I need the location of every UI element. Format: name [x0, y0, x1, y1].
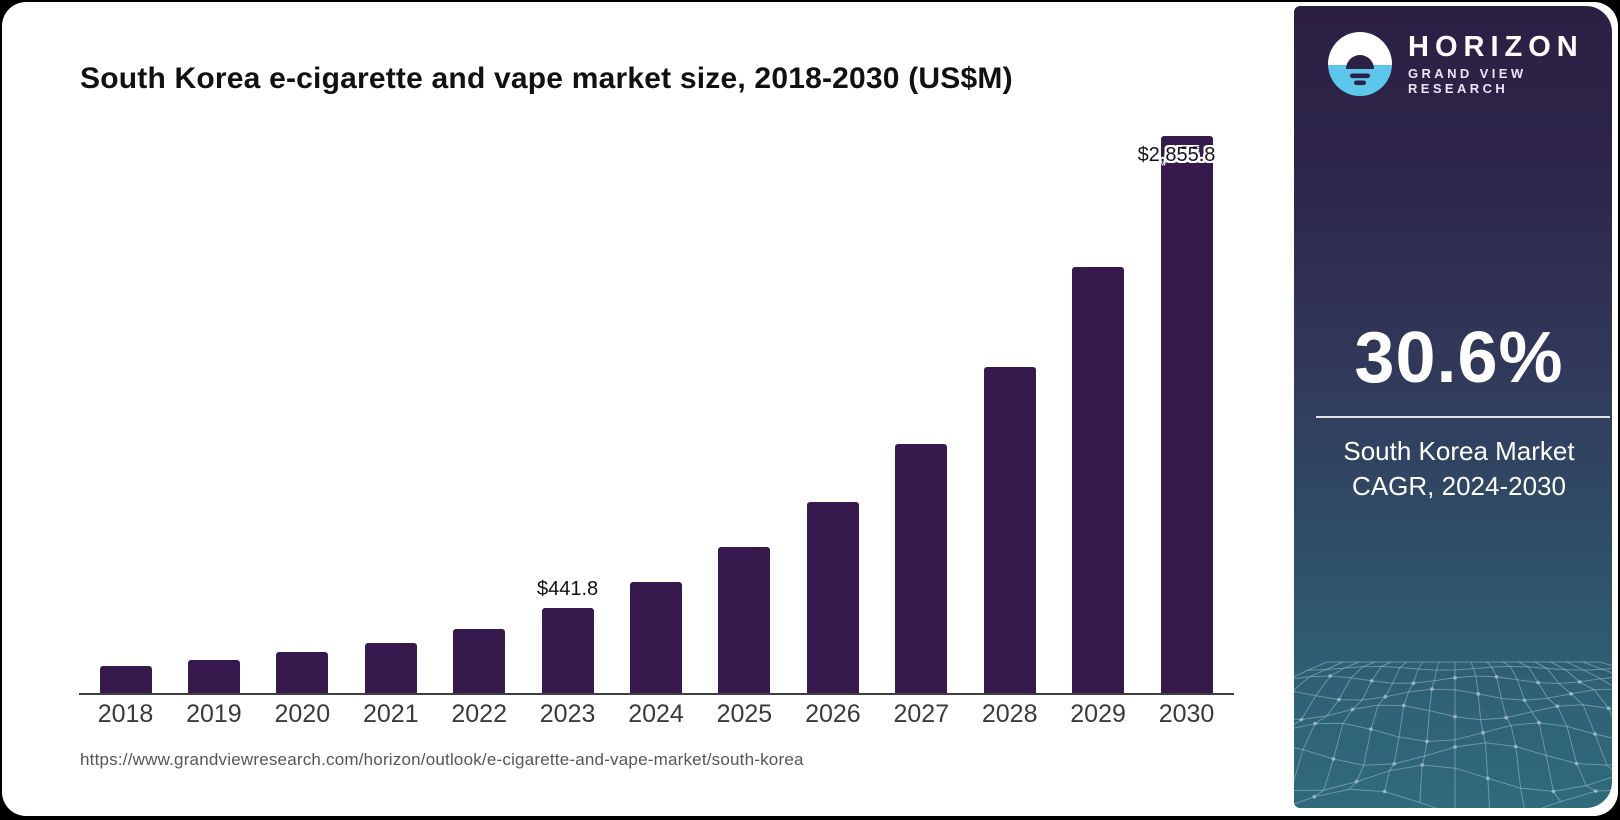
horizon-sun-logo-icon — [1328, 32, 1392, 96]
brand-lockup: HORIZON GRAND VIEW RESEARCH — [1328, 32, 1612, 96]
bar-2018 — [99, 666, 152, 694]
x-tick-2024: 2024 — [628, 700, 684, 728]
bar-2021 — [364, 643, 417, 694]
bar-2023 — [541, 608, 594, 694]
x-tick-2022: 2022 — [451, 700, 507, 728]
bar-2025 — [718, 547, 771, 694]
source-url: https://www.grandviewresearch.com/horizo… — [80, 750, 804, 769]
x-tick-2021: 2021 — [362, 700, 419, 728]
bar-2026 — [806, 502, 859, 694]
bar-chart: 2018 2019 2020 2021 2022 2023 2024 2025 2026 2027… — [2, 2, 1262, 816]
x-tick-2020: 2020 — [274, 700, 331, 728]
brand-text: HORIZON GRAND VIEW RESEARCH — [1408, 32, 1612, 96]
cagr-value: 30.6% — [1354, 318, 1564, 398]
bar-2027 — [895, 444, 948, 694]
brand-panel: HORIZON GRAND VIEW RESEARCH 30.6% South … — [1294, 6, 1612, 808]
cagr-stat: 30.6% South Korea Market CAGR, 2024-2030 — [1294, 318, 1612, 504]
bar-2028 — [983, 367, 1036, 694]
bar-value-label-2023: $441.8 — [537, 578, 599, 600]
x-tick-2019: 2019 — [186, 700, 242, 728]
x-tick-2030: 2030 — [1158, 700, 1215, 728]
bar-2020 — [276, 652, 329, 694]
x-tick-2026: 2026 — [805, 700, 861, 728]
brand-name: HORIZON — [1408, 31, 1584, 63]
x-tick-2025: 2025 — [716, 700, 773, 728]
x-tick-2018: 2018 — [97, 700, 154, 728]
bar-2029 — [1072, 267, 1125, 694]
bar-2022 — [453, 629, 506, 694]
x-tick-2029: 2029 — [1070, 700, 1126, 728]
x-axis-line — [79, 693, 1234, 695]
bar-2030 — [1160, 136, 1213, 694]
bar-2019 — [187, 660, 240, 694]
cagr-caption: South Korea Market CAGR, 2024-2030 — [1343, 436, 1575, 501]
wireframe-mesh-decoration — [1294, 661, 1612, 808]
x-tick-2027: 2027 — [893, 700, 950, 728]
brand-subtitle: GRAND VIEW RESEARCH — [1408, 66, 1527, 96]
stat-divider — [1316, 416, 1610, 418]
x-tick-2028: 2028 — [981, 700, 1038, 728]
x-tick-2023: 2023 — [539, 700, 596, 728]
chart-title: South Korea e-cigarette and vape market … — [80, 62, 1013, 96]
bar-2024 — [630, 582, 682, 694]
bar-value-label-2030: $2,855.8 — [1137, 144, 1216, 166]
